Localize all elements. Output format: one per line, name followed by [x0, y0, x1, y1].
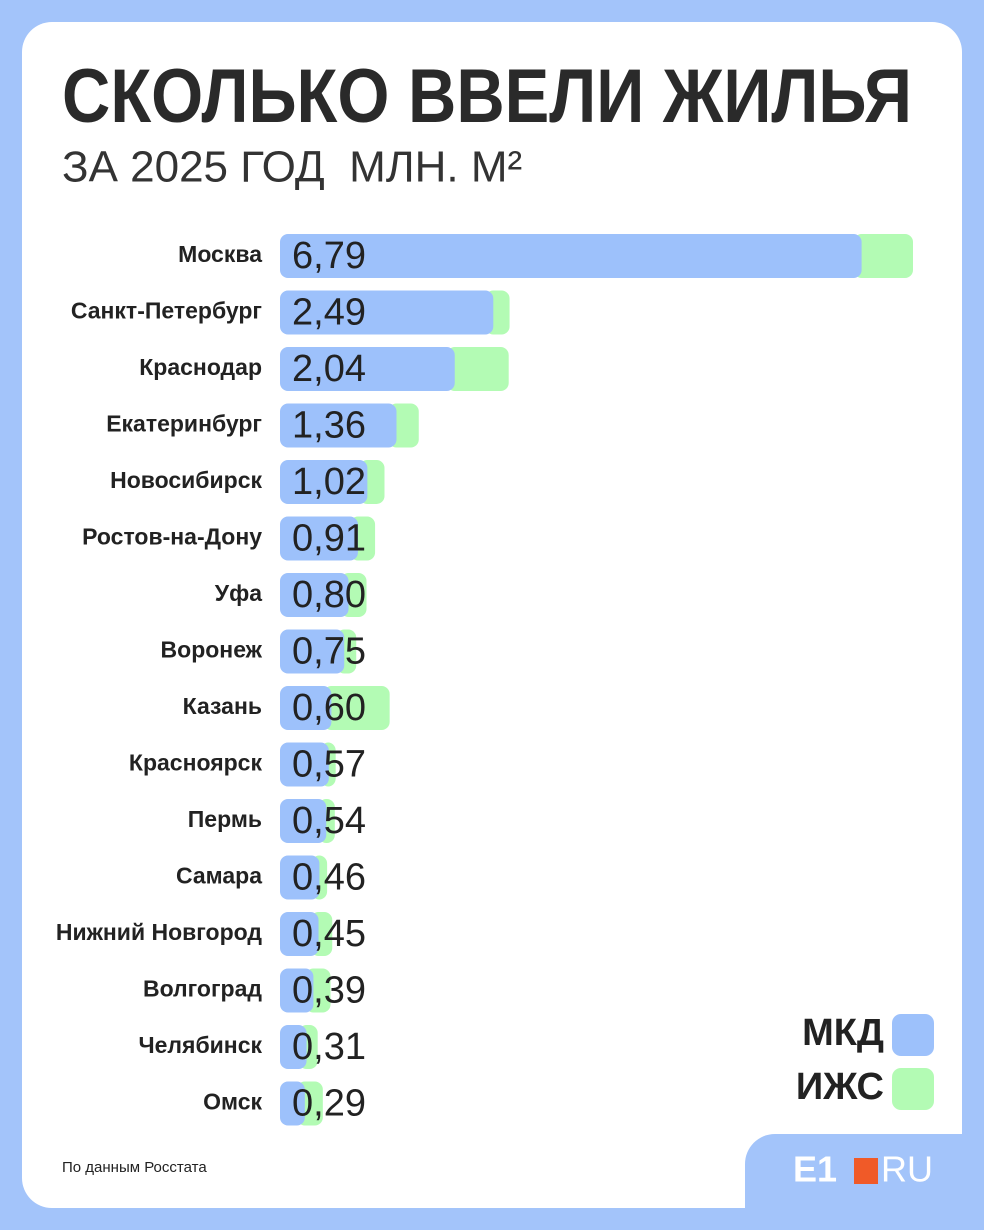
category-label: Волгоград	[143, 976, 262, 1002]
value-label: 0,91	[292, 518, 366, 560]
bar-segment	[323, 686, 390, 730]
value-label: 0,46	[292, 857, 366, 899]
bar-segment	[280, 686, 332, 730]
category-label: Уфа	[215, 580, 262, 606]
value-label: 6,79	[292, 235, 366, 277]
logo-right: RU	[881, 1149, 933, 1190]
logo-square	[854, 1158, 878, 1184]
source: По данным Росстата	[62, 1159, 207, 1176]
value-label: 0,80	[292, 574, 366, 616]
bar-segment	[280, 516, 358, 561]
bar-segment	[280, 1025, 307, 1069]
chart-title: СКОЛЬКО ВВЕЛИ ЖИЛЬЯ	[62, 54, 912, 139]
category-label: Краснодар	[139, 354, 262, 380]
value-label: 0,29	[292, 1083, 366, 1125]
legend-swatch	[892, 1068, 934, 1110]
value-label: 0,31	[292, 1026, 366, 1068]
category-label: Екатеринбург	[106, 411, 262, 437]
bar-segment	[853, 234, 913, 278]
value-label: 0,45	[292, 913, 366, 955]
category-label: Воронеж	[161, 637, 263, 663]
bar-segment	[280, 234, 862, 278]
bar-segment	[280, 855, 320, 900]
category-label: Нижний Новгород	[56, 919, 263, 945]
bar-segment	[280, 403, 397, 448]
legend-label: МКД	[802, 1012, 884, 1054]
bar-segment	[280, 290, 494, 335]
bar-segment	[280, 968, 314, 1013]
category-label: Пермь	[188, 806, 262, 832]
bar-segment	[280, 573, 349, 617]
category-label: Новосибирск	[110, 467, 262, 493]
value-label: 0,39	[292, 970, 366, 1012]
legend-label: ИЖС	[796, 1066, 884, 1108]
subtitle: ЗА 2025 ГОД МЛН. М²	[62, 143, 522, 192]
value-label: 0,60	[292, 687, 366, 729]
value-label: 0,75	[292, 631, 366, 673]
bar-segment	[446, 347, 509, 391]
category-label: Казань	[183, 693, 262, 719]
value-label: 0,57	[292, 744, 366, 786]
value-label: 0,54	[292, 800, 366, 842]
category-label: Ростов-на-Дону	[82, 524, 262, 550]
bar-segment	[280, 912, 319, 956]
category-label: Челябинск	[138, 1032, 262, 1058]
card	[22, 22, 962, 1208]
category-label: Красноярск	[129, 750, 263, 776]
bar-segment	[280, 629, 345, 674]
value-label: 1,36	[292, 405, 366, 447]
bar-segment	[280, 799, 327, 843]
bar-segment	[280, 460, 368, 504]
category-label: Санкт-Петербург	[71, 298, 262, 324]
value-label: 2,49	[292, 292, 366, 334]
category-label: Самара	[176, 863, 262, 889]
legend-swatch	[892, 1014, 934, 1056]
category-label: Москва	[178, 241, 262, 267]
bar-segment	[280, 1081, 305, 1126]
logo-left: E1	[793, 1149, 837, 1190]
value-label: 1,02	[292, 461, 366, 503]
value-label: 2,04	[292, 348, 366, 390]
bar-segment	[280, 742, 329, 787]
category-label: Омск	[203, 1089, 262, 1115]
bar-segment	[280, 347, 455, 391]
